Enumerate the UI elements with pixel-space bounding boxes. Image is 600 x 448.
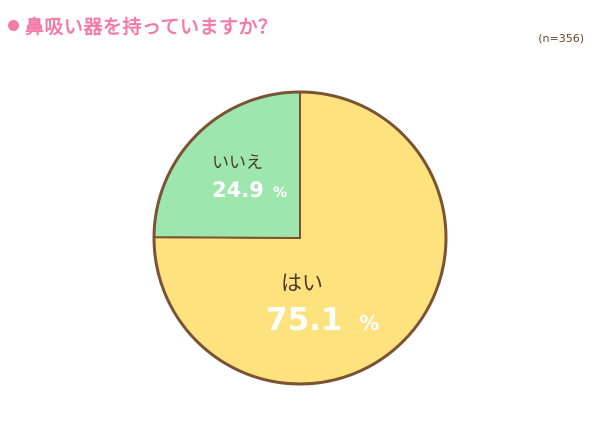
slice-label-no-unit: % bbox=[273, 185, 287, 201]
slice-label-yes-number: 75.1 bbox=[266, 302, 343, 338]
chart-title: 鼻吸い器を持っていますか？ bbox=[25, 16, 278, 38]
slice-label-yes-value: 75.1 % bbox=[266, 302, 379, 338]
slice-label-no-value: 24.9 % bbox=[212, 178, 287, 202]
bullet-icon bbox=[8, 20, 19, 31]
slice-label-no: いいえ 24.9 % bbox=[212, 153, 287, 202]
slice-label-yes-unit: % bbox=[359, 311, 379, 335]
slice-label-yes-name: はい bbox=[281, 271, 323, 295]
sample-size-note: (n=356) bbox=[538, 32, 584, 45]
title-row: 鼻吸い器を持っていますか？ bbox=[8, 12, 278, 39]
slice-label-no-number: 24.9 bbox=[212, 178, 264, 202]
slice-label-no-name: いいえ bbox=[212, 153, 263, 173]
pie-outline bbox=[152, 90, 448, 386]
slice-label-yes: はい 75.1 % bbox=[266, 271, 379, 338]
